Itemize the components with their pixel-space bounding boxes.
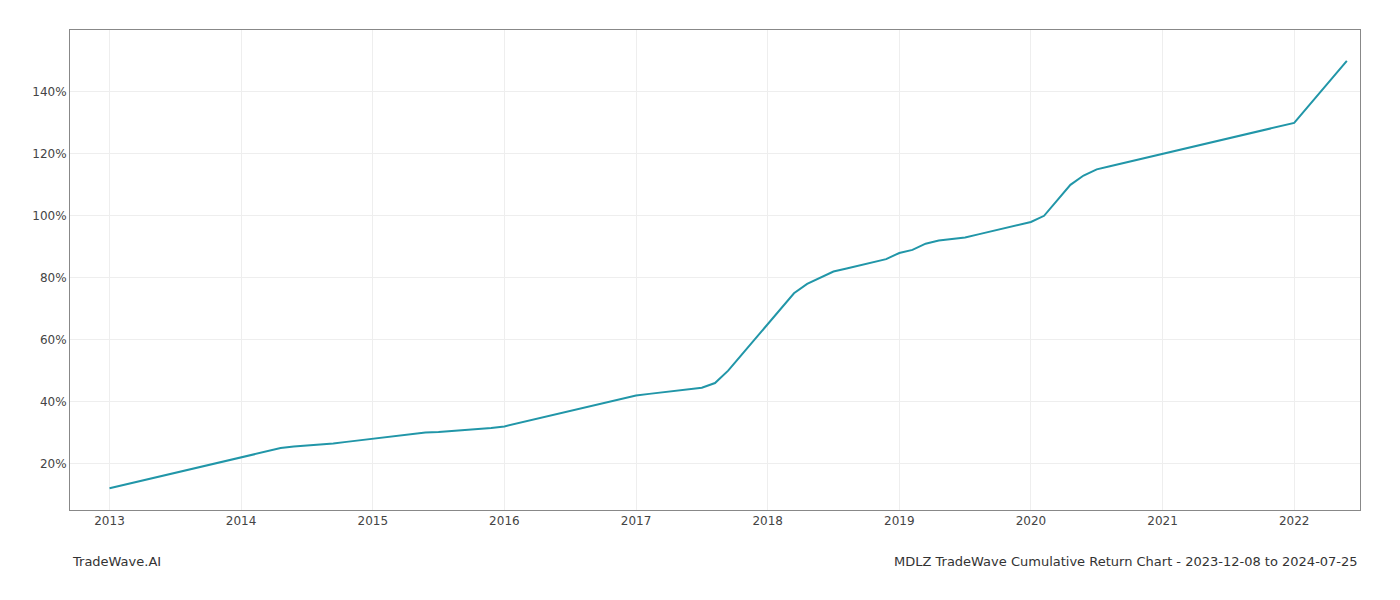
svg-text:2021: 2021	[1147, 514, 1178, 528]
svg-text:100%: 100%	[32, 209, 66, 223]
svg-text:2015: 2015	[357, 514, 388, 528]
svg-text:TradeWave.AI: TradeWave.AI	[72, 554, 161, 569]
svg-text:80%: 80%	[40, 271, 67, 285]
svg-text:MDLZ TradeWave Cumulative Retu: MDLZ TradeWave Cumulative Return Chart -…	[894, 554, 1358, 569]
svg-text:2020: 2020	[1016, 514, 1047, 528]
svg-text:2017: 2017	[621, 514, 652, 528]
svg-text:120%: 120%	[32, 147, 66, 161]
svg-text:2013: 2013	[94, 514, 125, 528]
svg-text:140%: 140%	[32, 85, 66, 99]
svg-text:40%: 40%	[40, 395, 67, 409]
svg-text:20%: 20%	[40, 457, 67, 471]
svg-text:2019: 2019	[884, 514, 915, 528]
svg-text:2014: 2014	[226, 514, 257, 528]
svg-text:2016: 2016	[489, 514, 520, 528]
svg-text:2018: 2018	[752, 514, 783, 528]
svg-text:2022: 2022	[1279, 514, 1310, 528]
svg-text:60%: 60%	[40, 333, 67, 347]
